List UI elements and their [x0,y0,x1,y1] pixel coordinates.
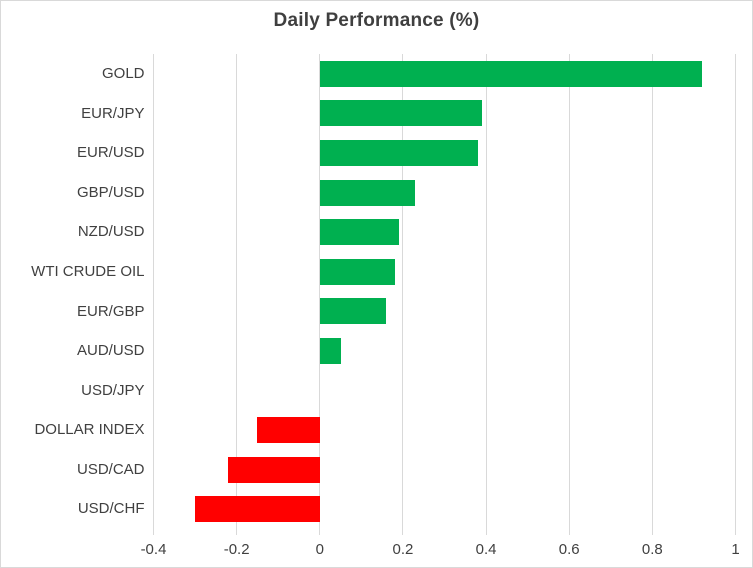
x-tick-label: -0.2 [223,541,250,558]
bar-wti-crude-oil [319,258,395,285]
category-label-wti-crude-oil: WTI CRUDE OIL [31,262,145,280]
tick-mark-0.4 [485,529,487,535]
category-label-usd-chf: USD/CHF [77,500,145,518]
category-label-usd-cad: USD/CAD [76,460,145,478]
gridline-0.6 [568,54,570,529]
tick-mark--0.2 [236,529,238,535]
category-label-aud-usd: AUD/USD [76,342,145,360]
chart-title: Daily Performance (%) [273,10,480,31]
gridline-1 [735,54,736,529]
bar-gold [319,60,703,87]
x-tick-label: 0.2 [392,541,414,558]
category-label-nzd-usd: NZD/USD [77,223,145,241]
bar-eur-usd [319,139,478,166]
category-label-gold: GOLD [101,65,145,82]
bar-eur-jpy [319,100,482,127]
x-tick-label: 1 [731,541,740,558]
bar-eur-gbp [319,298,387,325]
tick-mark-0.8 [651,529,653,535]
gridline-0.2 [402,54,404,529]
tick-mark-0 [319,529,321,535]
tick-mark-1 [735,529,736,535]
gridline-0 [319,54,321,529]
gridline--0.2 [236,54,238,529]
tick-mark-0.6 [568,529,570,535]
gridline--0.4 [153,54,154,529]
category-label-usd-jpy: USD/JPY [81,381,145,399]
category-label-eur-gbp: EUR/GBP [76,302,145,320]
bar-nzd-usd [319,219,399,246]
category-label-eur-jpy: EUR/JPY [81,104,145,122]
bar-usd-cad [228,456,320,483]
x-tick-label: 0.4 [475,541,497,558]
tick-mark-0.2 [402,529,404,535]
tick-mark--0.4 [153,529,154,535]
bar-dollar-index [257,417,320,444]
category-label-eur-usd: EUR/USD [76,144,145,162]
bar-gbp-usd [319,179,416,206]
bar-aud-usd [319,337,341,364]
x-tick-label: -0.4 [140,541,167,558]
category-label-gbp-usd: GBP/USD [76,183,145,201]
x-tick-label: 0.8 [641,541,663,558]
x-tick-label: 0.6 [558,541,580,558]
bar-usd-chf [195,496,320,523]
category-label-dollar-index: DOLLAR INDEX [34,421,145,439]
gridline-0.8 [651,54,653,529]
gridline-0.4 [485,54,487,529]
x-tick-label: 0 [315,541,324,558]
